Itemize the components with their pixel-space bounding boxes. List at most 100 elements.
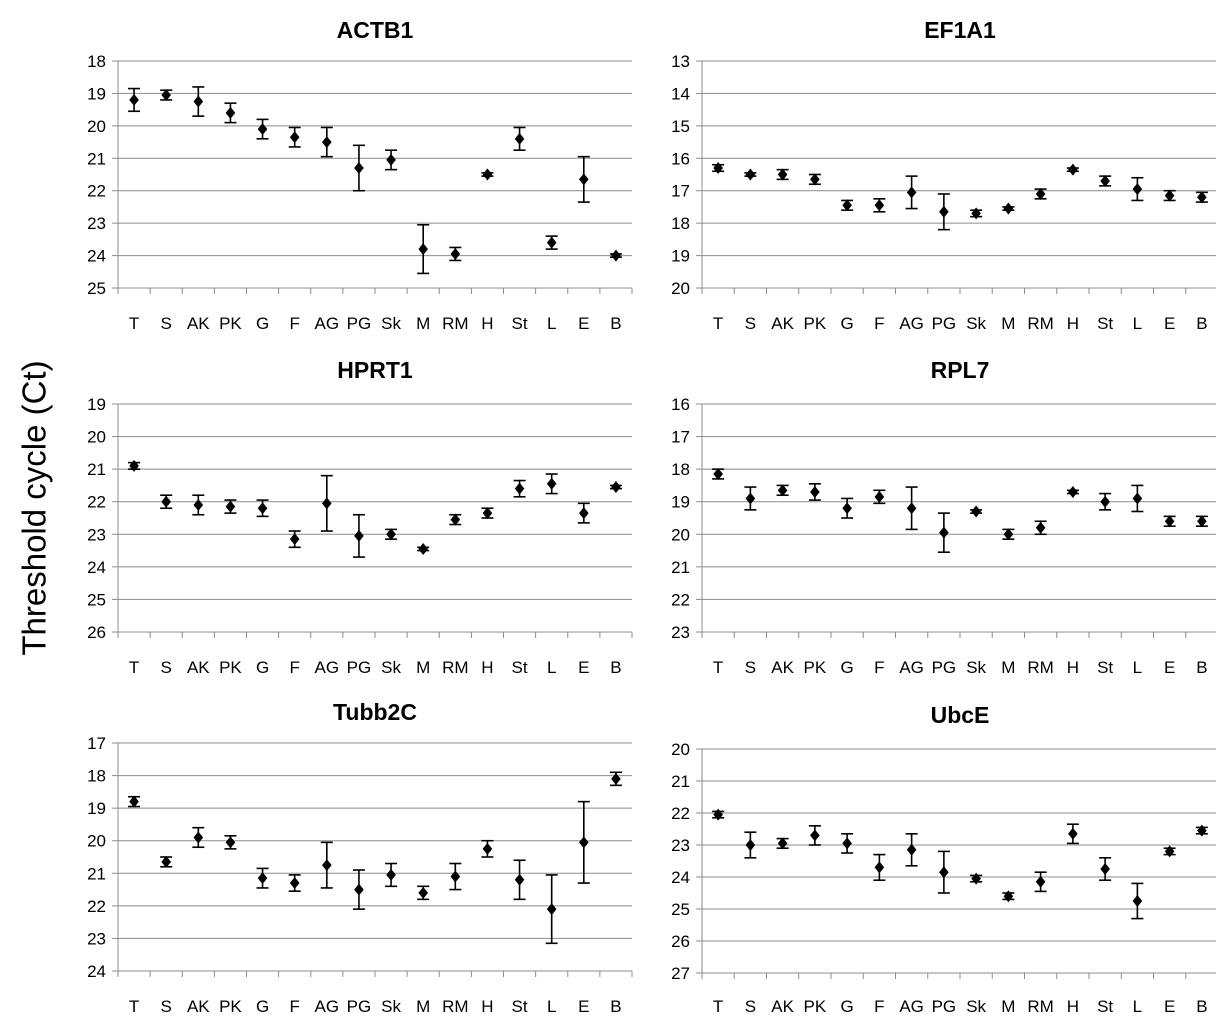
data-point-st xyxy=(514,132,525,145)
chart-title: RPL7 xyxy=(931,357,990,383)
chart-title: EF1A1 xyxy=(924,17,996,43)
data-point-ak xyxy=(777,168,788,181)
data-point-sk xyxy=(386,153,396,166)
data-point-g xyxy=(842,837,852,850)
data-point-g xyxy=(842,502,852,515)
data-point-e xyxy=(1164,189,1175,202)
chart-panel-hprt1: HPRT1 19 20 21 22 23 24 25 26 T S AK PK G F AG PG Sk M RM H S… xyxy=(87,357,633,677)
y-tick-label: 17 xyxy=(671,428,690,447)
x-tick-label: T xyxy=(129,314,139,333)
data-point-b xyxy=(611,249,621,262)
x-tick-label: G xyxy=(841,997,854,1016)
x-tick-label: St xyxy=(1097,997,1113,1016)
x-tick-label: E xyxy=(1164,658,1175,677)
x-tick-label: AG xyxy=(899,314,924,333)
x-tick-label: PK xyxy=(219,658,242,677)
data-point-g xyxy=(842,199,852,212)
x-tick-label: Sk xyxy=(966,658,986,677)
x-tick-label: L xyxy=(547,314,556,333)
x-tick-label: RM xyxy=(442,658,468,677)
x-tick-label: H xyxy=(481,314,493,333)
data-point-s xyxy=(161,495,171,508)
y-tick-label: 22 xyxy=(671,804,690,823)
y-tick-label: 22 xyxy=(87,897,106,916)
data-point-pg xyxy=(354,883,364,896)
y-tick-label: 14 xyxy=(671,84,690,103)
y-tick-label: 23 xyxy=(87,929,106,948)
y-tick-label: 13 xyxy=(671,52,690,71)
data-point-rm xyxy=(450,513,461,526)
data-point-s xyxy=(161,855,171,868)
x-tick-label: F xyxy=(289,997,299,1016)
data-point-h xyxy=(482,507,493,520)
y-tick-label: 17 xyxy=(671,182,690,201)
x-tick-label: B xyxy=(1196,658,1207,677)
data-point-l xyxy=(1132,183,1143,196)
chart-title: UbcE xyxy=(931,702,990,728)
data-point-pk xyxy=(225,106,236,119)
data-point-b xyxy=(1197,515,1207,528)
data-point-e xyxy=(1164,845,1175,858)
x-tick-label: G xyxy=(256,997,269,1016)
data-point-ag xyxy=(322,136,332,149)
data-point-t xyxy=(713,808,723,821)
y-tick-label: 27 xyxy=(671,964,690,983)
data-point-t xyxy=(713,162,723,175)
x-tick-label: H xyxy=(1067,997,1079,1016)
data-point-f xyxy=(289,877,300,890)
data-point-st xyxy=(1100,174,1110,187)
y-tick-label: 18 xyxy=(87,767,106,786)
data-point-m xyxy=(418,542,428,555)
x-tick-label: PG xyxy=(932,314,957,333)
x-tick-label: L xyxy=(1133,658,1142,677)
x-tick-label: F xyxy=(289,658,299,677)
x-tick-label: M xyxy=(1001,658,1015,677)
y-tick-label: 20 xyxy=(671,740,690,759)
y-tick-label: 26 xyxy=(87,623,106,642)
x-tick-label: AG xyxy=(899,997,924,1016)
y-tick-label: 15 xyxy=(671,117,690,136)
data-point-f xyxy=(874,490,885,503)
data-point-sk xyxy=(971,872,981,885)
y-tick-label: 23 xyxy=(671,836,690,855)
y-tick-label: 20 xyxy=(671,525,690,544)
y-tick-label: 24 xyxy=(87,962,106,981)
y-tick-label: 21 xyxy=(87,864,106,883)
y-tick-label: 22 xyxy=(87,182,106,201)
data-point-b xyxy=(611,772,621,785)
data-point-f xyxy=(289,533,300,546)
data-point-s xyxy=(745,492,756,505)
data-point-s xyxy=(161,89,171,102)
data-point-st xyxy=(514,873,525,886)
y-tick-label: 20 xyxy=(671,279,690,298)
data-point-rm xyxy=(450,247,461,260)
y-tick-label: 26 xyxy=(671,932,690,951)
x-tick-label: PK xyxy=(219,997,242,1016)
x-tick-label: St xyxy=(512,314,528,333)
x-tick-label: M xyxy=(416,997,430,1016)
data-point-s xyxy=(745,839,756,851)
data-point-e xyxy=(579,836,589,849)
y-tick-label: 19 xyxy=(671,493,690,512)
data-point-t xyxy=(713,468,723,481)
x-tick-label: PK xyxy=(804,997,827,1016)
data-point-ag xyxy=(322,859,332,872)
x-tick-label: PG xyxy=(347,314,372,333)
x-tick-label: B xyxy=(610,314,621,333)
x-tick-label: PK xyxy=(804,658,827,677)
y-tick-label: 20 xyxy=(87,117,106,136)
y-tick-label: 21 xyxy=(671,772,690,791)
x-tick-label: E xyxy=(1164,997,1175,1016)
data-point-ak xyxy=(193,498,204,511)
data-point-rm xyxy=(1035,187,1046,200)
y-tick-label: 23 xyxy=(671,623,690,642)
x-tick-label: H xyxy=(1067,314,1079,333)
x-tick-label: L xyxy=(1133,997,1142,1016)
data-point-m xyxy=(418,886,428,899)
data-point-t xyxy=(129,93,139,106)
x-tick-label: S xyxy=(745,658,756,677)
x-tick-label: AK xyxy=(771,997,794,1016)
data-point-ak xyxy=(777,484,788,497)
x-tick-label: Sk xyxy=(966,314,986,333)
